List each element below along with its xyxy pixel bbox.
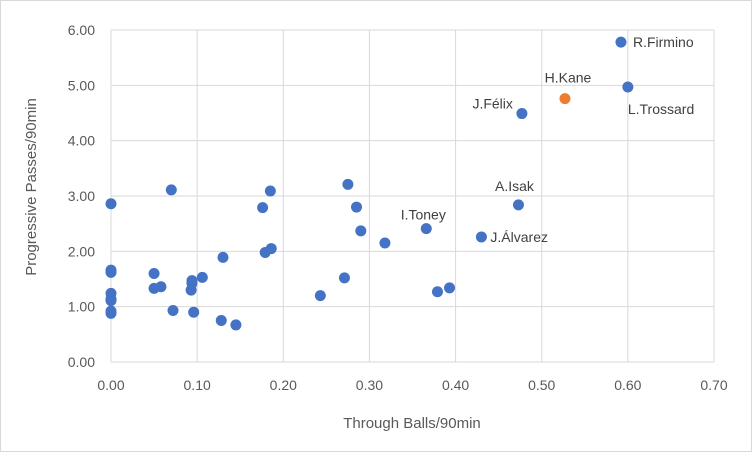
data-point (622, 81, 634, 93)
x-tick-label: 0.20 (270, 377, 297, 393)
data-point (314, 290, 326, 302)
data-point (196, 271, 208, 283)
data-point (185, 284, 197, 296)
data-point (217, 251, 229, 263)
data-point (355, 225, 367, 237)
data-point (475, 231, 487, 243)
data-point (155, 281, 167, 293)
data-point (420, 223, 432, 235)
highlight-point (559, 93, 571, 105)
x-tick-label: 0.30 (356, 377, 383, 393)
data-point (264, 185, 276, 197)
y-tick-label: 3.00 (68, 188, 95, 204)
y-tick-label: 2.00 (68, 243, 95, 259)
x-axis-title: Through Balls/90min (343, 415, 481, 432)
data-point (615, 36, 627, 48)
x-tick-label: 0.10 (184, 377, 211, 393)
point-label: J.Álvarez (490, 229, 548, 245)
data-point (512, 199, 524, 211)
y-tick-labels: 0.00 1.00 2.00 3.00 4.00 5.00 6.00 (68, 22, 95, 370)
point-label: H.Kane (545, 70, 592, 86)
data-point (188, 306, 200, 318)
data-point (105, 307, 117, 319)
data-point (148, 267, 160, 279)
data-point (105, 266, 117, 278)
point-label: I.Toney (401, 207, 446, 223)
x-tick-label: 0.40 (442, 377, 469, 393)
data-point (338, 272, 350, 284)
y-tick-label: 1.00 (68, 299, 95, 315)
x-tick-labels: 0.00 0.10 0.20 0.30 0.40 0.50 0.60 0.70 (97, 377, 727, 393)
data-point (105, 198, 117, 210)
y-tick-label: 6.00 (68, 22, 95, 38)
gridlines (110, 29, 715, 363)
x-tick-label: 0.60 (614, 377, 641, 393)
data-point (351, 201, 363, 213)
y-tick-label: 0.00 (68, 354, 95, 370)
data-point (230, 319, 242, 331)
data-point (379, 237, 391, 249)
data-points (105, 36, 634, 331)
data-point (257, 202, 269, 214)
data-point (105, 295, 117, 307)
point-label: J.Félix (472, 96, 512, 112)
data-point (431, 286, 443, 298)
data-point (444, 282, 456, 294)
data-point (342, 178, 354, 190)
point-labels: I.Toney J.Álvarez A.Isak J.Félix H.Kane R.Fir… (401, 34, 695, 245)
data-point (165, 184, 177, 196)
y-axis-title: Progressive Passes/90min (23, 98, 40, 276)
data-point (167, 305, 179, 317)
y-tick-label: 4.00 (68, 133, 95, 149)
point-label: A.Isak (495, 178, 535, 194)
x-tick-label: 0.50 (528, 377, 555, 393)
point-label: L.Trossard (628, 101, 694, 117)
data-point (516, 108, 528, 120)
point-label: R.Firmino (633, 34, 694, 50)
data-point (265, 243, 277, 255)
data-point (215, 315, 227, 326)
x-tick-label: 0.00 (97, 377, 124, 393)
x-tick-label: 0.70 (700, 377, 727, 393)
y-tick-label: 5.00 (68, 77, 95, 93)
